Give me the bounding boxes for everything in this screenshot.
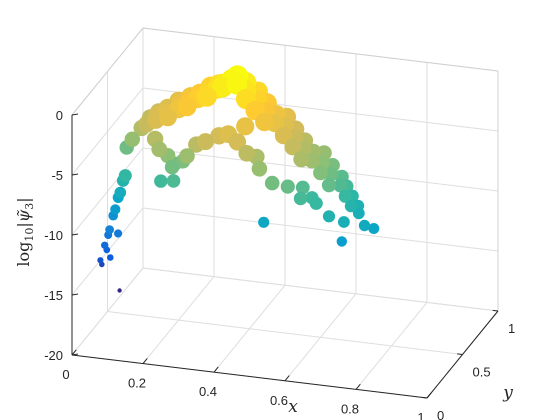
scatter-point — [124, 131, 140, 147]
scatter-point — [251, 161, 268, 177]
z-tick — [71, 233, 79, 236]
scatter-point — [101, 241, 109, 249]
leftwall-gridline-z — [71, 147, 144, 236]
scatter-point — [107, 254, 114, 261]
y-tick-label: 0 — [437, 408, 444, 420]
axis-layer — [71, 113, 499, 399]
scatter-point — [313, 165, 328, 181]
scatter-point — [338, 189, 352, 203]
scatter-point — [179, 148, 195, 164]
floor-gridline-y — [107, 311, 463, 355]
x-tick-label: 0.6 — [270, 393, 288, 408]
x-tick-label: 0 — [62, 367, 69, 382]
backwall-gridline-z — [142, 267, 499, 312]
scatter-point — [338, 216, 350, 228]
z-tick — [71, 293, 79, 296]
scatter-point — [158, 108, 177, 127]
y-tick-label: 1 — [508, 321, 515, 336]
y-tick — [457, 353, 463, 355]
scatter-point — [196, 86, 217, 107]
x-axis-line — [71, 354, 428, 399]
scatter-point — [309, 196, 323, 210]
x-tick — [71, 349, 77, 356]
scatter-point — [110, 204, 121, 215]
scatter-point — [322, 210, 336, 223]
points-layer — [97, 65, 380, 293]
z-tick-label: -10 — [44, 228, 63, 243]
tick-label-layer: 0 0.2 0.4 0.6 0.8 1 0 0.5 1 -20 -15 -10 -5 0 — [44, 108, 515, 420]
scatter-point — [114, 229, 123, 238]
y-axis-label: y — [502, 383, 513, 403]
x-tick — [426, 392, 432, 399]
z-tick-label: 0 — [56, 108, 63, 123]
scatter-point — [293, 191, 308, 206]
y-tick — [492, 309, 499, 312]
scatter-point — [368, 223, 380, 234]
scatter-point — [154, 174, 168, 188]
scatter-point — [274, 126, 293, 145]
z-tick-label: -15 — [44, 288, 63, 303]
scatter-point — [166, 174, 181, 188]
scatter-point — [295, 180, 310, 195]
scatter-point — [118, 169, 132, 183]
scatter-point — [97, 257, 104, 264]
z-tick — [71, 173, 79, 176]
scatter-point — [321, 178, 337, 193]
scatter-point — [151, 141, 168, 158]
x-tick-label: 0.4 — [199, 384, 217, 399]
scatter-point — [352, 207, 365, 220]
x-tick-label: 0.8 — [341, 401, 359, 416]
z-tick — [71, 353, 79, 356]
scatter-point — [358, 219, 371, 232]
scatter-point — [255, 112, 274, 132]
scatter-point — [197, 133, 214, 151]
scatter-point — [226, 73, 248, 95]
leftwall-gridline-z — [71, 267, 144, 356]
scatter-point — [177, 97, 197, 117]
box-edge — [71, 27, 144, 116]
x-tick — [142, 358, 148, 364]
box-edge — [142, 27, 499, 72]
y-tick — [421, 396, 428, 399]
scatter-point — [344, 199, 358, 213]
scatter-point — [236, 117, 255, 136]
scatter-point — [333, 178, 348, 193]
backwall-gridline-z — [142, 207, 499, 252]
z-tick-label: -5 — [51, 168, 63, 183]
z-axis-label: log10|ψ̃3| — [14, 197, 36, 266]
scatter-point — [105, 225, 114, 235]
scatter-point — [258, 216, 270, 228]
grid-layer — [71, 27, 499, 399]
x-tick — [213, 366, 219, 373]
scatter-point — [228, 133, 247, 151]
leftwall-gridline-z — [71, 87, 144, 176]
scatter-point — [293, 151, 310, 168]
x-tick — [355, 383, 361, 390]
scatter-point — [280, 179, 295, 194]
x-tick-label: 1 — [417, 410, 424, 420]
y-tick-label: 0.5 — [473, 365, 491, 380]
scatter-point — [336, 236, 347, 247]
z-tick-label: -20 — [44, 348, 63, 363]
x-axis-label: x — [288, 397, 298, 417]
x-tick-label: 0.2 — [128, 376, 146, 391]
scatter-point — [264, 175, 280, 191]
scatter-point — [114, 186, 127, 199]
scatter-point — [164, 159, 180, 175]
scatter-point — [284, 138, 302, 156]
z-tick — [71, 113, 79, 116]
scatter-point — [117, 288, 122, 293]
x-tick — [284, 375, 290, 382]
scatter-point — [238, 145, 255, 162]
